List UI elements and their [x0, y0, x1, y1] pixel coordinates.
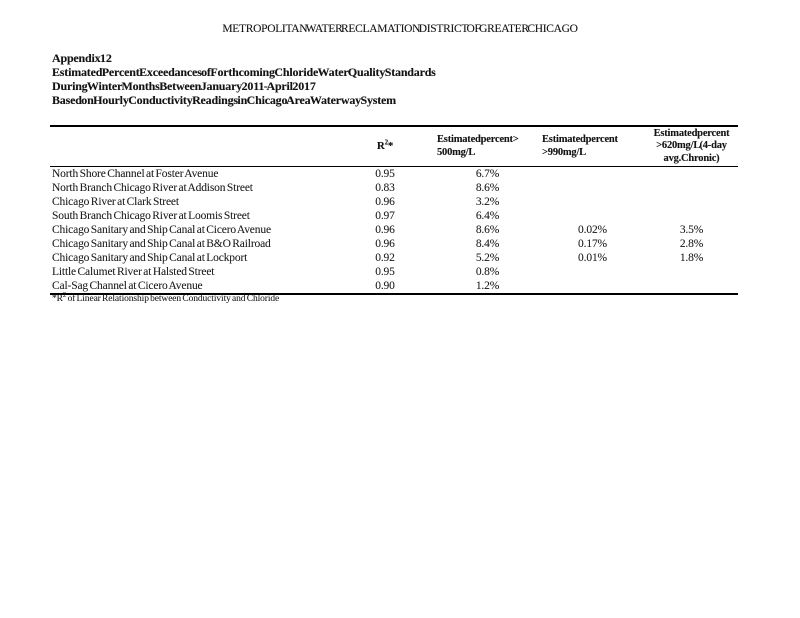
- r2-value: 0.90: [375, 280, 395, 292]
- header-site-blank: [50, 127, 335, 166]
- table-row: North Branch Chicago River at Addison St…: [50, 181, 738, 195]
- pct-500-value: 8.6%: [475, 224, 500, 236]
- site-name: Chicago Sanitary and Ship Canal at Cicer…: [52, 224, 271, 236]
- r2-value: 0.95: [375, 168, 395, 180]
- r2-value: 0.97: [375, 210, 395, 222]
- table-row: Chicago Sanitary and Ship Canal at B&O R…: [50, 237, 738, 251]
- site-name: Chicago Sanitary and Ship Canal at Lockp…: [52, 252, 248, 264]
- pct-500-value: 6.4%: [475, 210, 500, 222]
- site-name: Chicago River at Clark Street: [52, 196, 179, 208]
- r2-value: 0.96: [375, 196, 395, 208]
- pct-620-value: 3.5%: [679, 224, 704, 236]
- header-r2-star: *: [387, 140, 394, 153]
- header-pct-990-line2: >990 mg/L: [542, 146, 586, 158]
- r2-value: 0.96: [375, 238, 395, 250]
- header-pct-500-line1: Estimated percent >: [437, 134, 519, 145]
- table-row: Chicago River at Clark Street 0.96 3.2%: [50, 195, 738, 209]
- table-row: Chicago Sanitary and Ship Canal at Cicer…: [50, 223, 738, 237]
- pct-500-value: 5.2%: [475, 252, 500, 264]
- table-row: South Branch Chicago River at Loomis Str…: [50, 209, 738, 223]
- footnote-prefix: *R: [52, 294, 63, 304]
- pct-500-value: 3.2%: [475, 196, 500, 208]
- header-pct-500-line2: 500 mg/L: [437, 146, 476, 158]
- pct-500-value: 8.4%: [475, 238, 500, 250]
- r2-value: 0.96: [375, 224, 395, 236]
- pct-500-value: 0.8%: [475, 266, 500, 278]
- site-name: Cal-Sag Channel at Cicero Avenue: [52, 280, 203, 292]
- header-pct-990-line1: Estimated percent: [542, 134, 618, 145]
- title-line-4: Based on Hourly Conductivity Readings in…: [52, 93, 396, 107]
- site-name: South Branch Chicago River at Loomis Str…: [52, 210, 250, 222]
- header-pct-620-line3: avg. Chronic): [663, 152, 720, 164]
- table-row: Chicago Sanitary and Ship Canal at Lockp…: [50, 251, 738, 265]
- r2-value: 0.83: [375, 182, 395, 194]
- site-name: Little Calumet River at Halsted Street: [52, 266, 215, 278]
- header-r2-base: R: [376, 140, 385, 153]
- exceedance-table: R2* Estimated percent > 500 mg/L Estimat…: [50, 125, 738, 295]
- pct-620-value: 1.8%: [679, 252, 704, 264]
- header-pct-620-line1: Estimated percent: [653, 127, 730, 139]
- header-pct-500: Estimated percent > 500 mg/L: [435, 127, 540, 166]
- site-name: North Branch Chicago River at Addison St…: [52, 182, 253, 194]
- pct-500-value: 6.7%: [475, 168, 500, 180]
- footnote-superscript: 2: [62, 290, 67, 299]
- title-appendix: Appendix 12: [52, 51, 112, 65]
- title-line-3: During Winter Months Between January 201…: [52, 79, 316, 93]
- title-line-2: Estimated Percent Exceedances of Forthco…: [52, 65, 436, 79]
- table-header-row: R2* Estimated percent > 500 mg/L Estimat…: [50, 127, 738, 167]
- r2-value: 0.92: [375, 252, 395, 264]
- pct-500-value: 8.6%: [475, 182, 500, 194]
- footnote-text: of Linear Relationship between Conductiv…: [66, 294, 280, 304]
- header-pct-620-line2: >620 mg/L (4-day: [656, 140, 727, 152]
- table-row: Little Calumet River at Halsted Street 0…: [50, 265, 738, 279]
- pct-990-value: 0.17%: [578, 238, 607, 250]
- table-body: North Shore Channel at Foster Avenue 0.9…: [50, 167, 738, 293]
- site-name: Chicago Sanitary and Ship Canal at B&O R…: [52, 238, 271, 250]
- header-r2-superscript: 2: [384, 138, 389, 147]
- table-row: Cal-Sag Channel at Cicero Avenue 0.90 1.…: [50, 279, 738, 293]
- table-row: North Shore Channel at Foster Avenue 0.9…: [50, 167, 738, 181]
- header-r2: R2*: [335, 127, 435, 166]
- pct-500-value: 1.2%: [475, 280, 500, 292]
- document-header: METROPOLITAN WATER RECLAMATION DISTRICT …: [222, 23, 578, 35]
- title-block: Appendix 12 Estimated Percent Exceedance…: [52, 51, 436, 107]
- header-pct-990: Estimated percent >990 mg/L: [540, 127, 645, 166]
- r2-value: 0.95: [375, 266, 395, 278]
- pct-990-value: 0.01%: [578, 252, 607, 264]
- site-name: North Shore Channel at Foster Avenue: [52, 168, 219, 180]
- pct-990-value: 0.02%: [578, 224, 607, 236]
- header-pct-620: Estimated percent >620 mg/L (4-day avg. …: [645, 127, 738, 166]
- table-footnote: *R2 of Linear Relationship between Condu…: [52, 290, 280, 304]
- pct-620-value: 2.8%: [679, 238, 704, 250]
